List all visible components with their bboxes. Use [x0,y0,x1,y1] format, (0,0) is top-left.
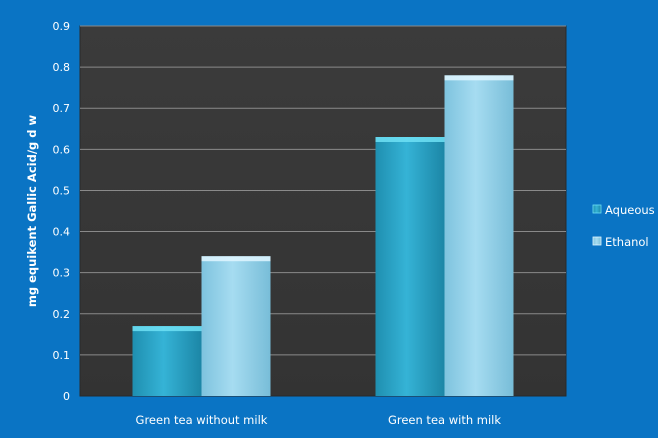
y-tick-label: 0 [63,390,70,403]
y-axis-ticks: 0 0.1 0.2 0.3 0.4 0.5 0.6 0.7 0.8 0.9 [53,20,71,403]
y-tick-label: 0.7 [53,102,71,115]
x-category-label: Green tea without milk [136,413,268,427]
y-tick-label: 0.2 [53,308,71,321]
y-tick-label: 0.3 [53,267,71,280]
y-tick-label: 0.1 [53,349,71,362]
bar-top-cap [444,75,514,81]
legend-swatch-ethanol [592,236,602,246]
bar-top-cap [132,326,202,332]
y-axis-label: mg equikent Gallic Acid/g d w [25,115,39,308]
x-category-label: Green tea with milk [388,413,501,427]
legend-label-ethanol: Ethanol [605,235,649,249]
bar-ethanol-0 [201,256,271,396]
bars [132,75,514,396]
y-tick-label: 0.5 [53,184,71,197]
y-tick-label: 0.8 [53,61,71,74]
bar-top-cap [201,256,271,262]
bar-ethanol-1 [444,75,514,396]
legend: Aqueous Ethanol [592,203,655,249]
x-axis-ticks: Green tea without milk Green tea with mil… [136,413,502,427]
bar-aqueous-1 [375,137,445,396]
y-tick-label: 0.9 [53,20,71,33]
legend-swatch-aqueous [592,204,602,214]
bar-top-cap [375,137,445,142]
y-tick-label: 0.4 [53,226,71,239]
y-tick-label: 0.6 [53,143,71,156]
legend-label-aqueous: Aqueous [605,203,655,217]
bar-aqueous-0 [132,326,202,396]
